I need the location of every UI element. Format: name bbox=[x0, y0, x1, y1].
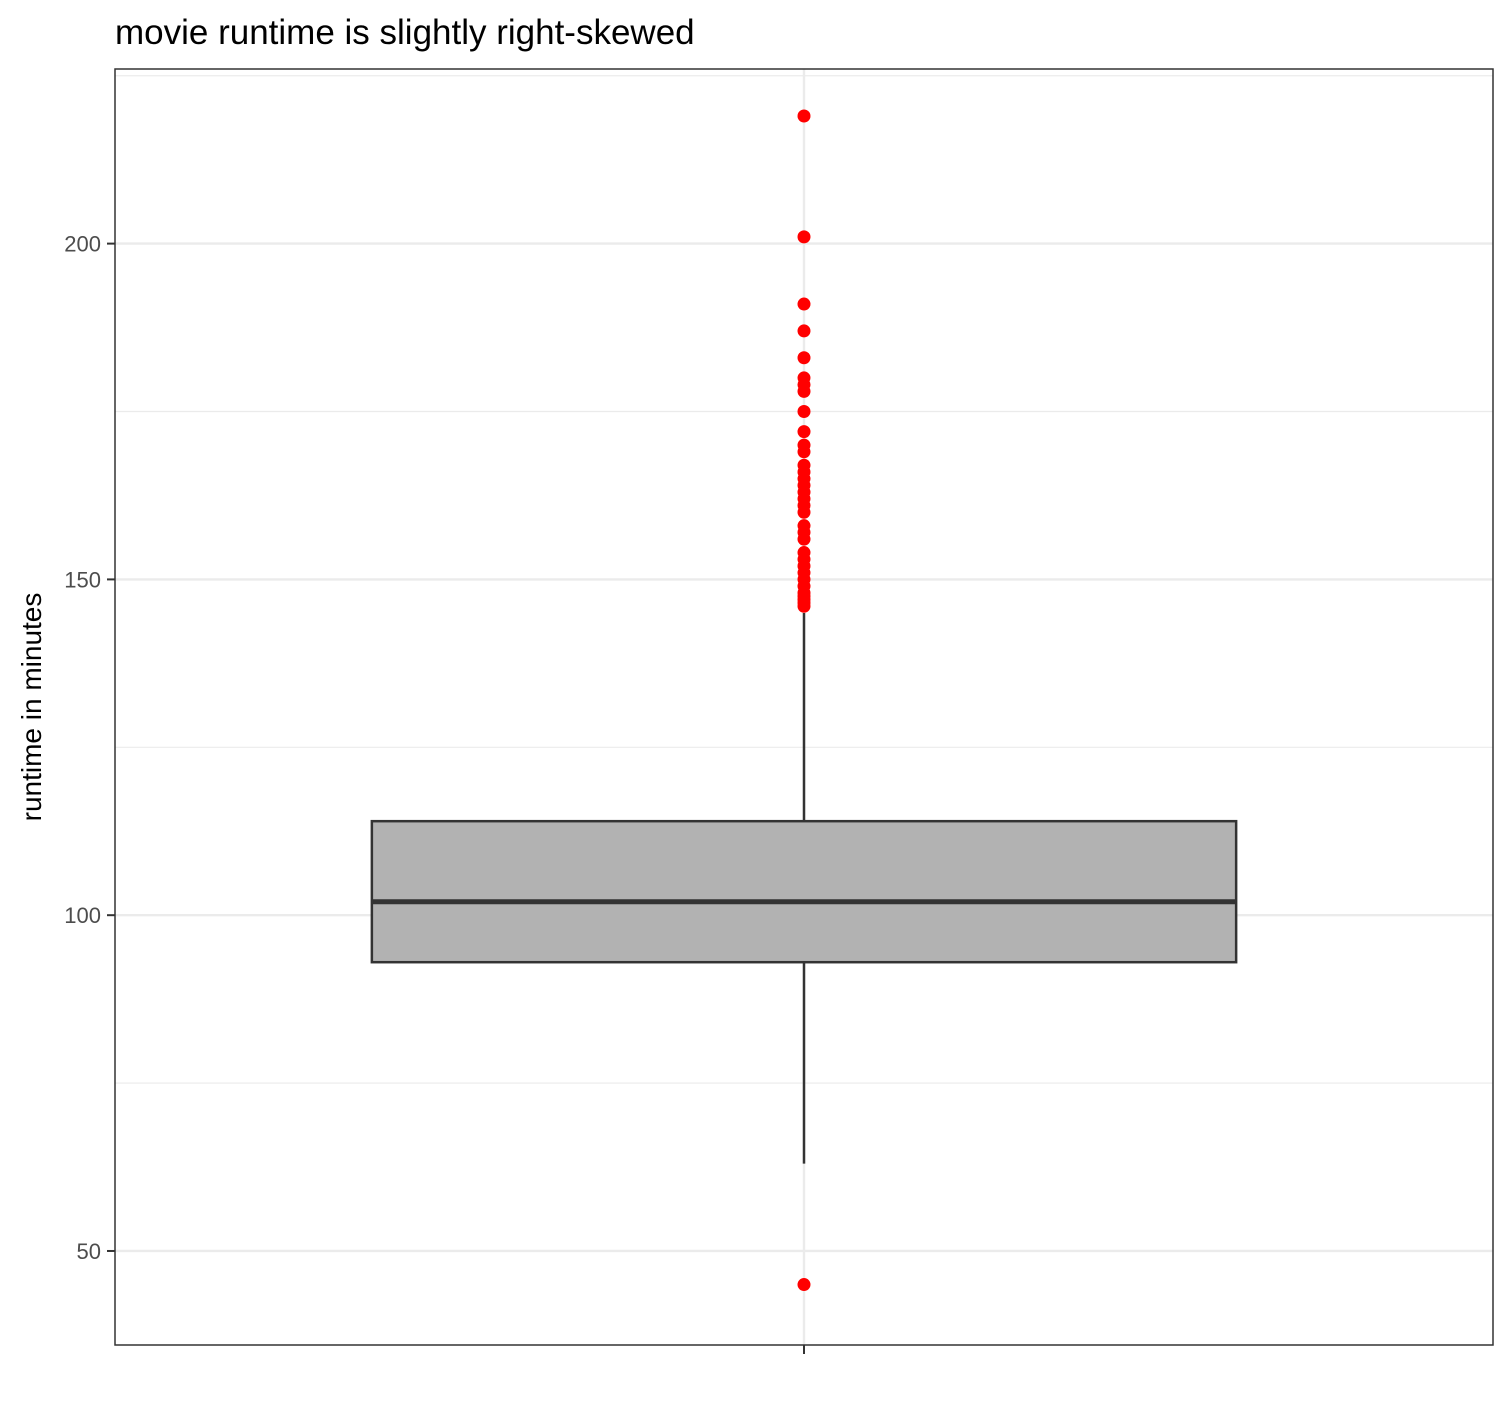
outlier-point bbox=[797, 438, 811, 452]
outlier-point bbox=[797, 230, 811, 244]
chart-title: movie runtime is slightly right-skewed bbox=[115, 13, 695, 52]
outlier-point bbox=[797, 324, 811, 338]
boxplot bbox=[370, 612, 1238, 1164]
outlier-point bbox=[797, 297, 811, 311]
y-tick-label: 200 bbox=[64, 232, 101, 257]
box-iqr bbox=[370, 819, 1238, 964]
y-axis: 50 100 150 200 bbox=[64, 232, 115, 1264]
outlier-point bbox=[797, 425, 811, 439]
outlier-point bbox=[797, 546, 811, 560]
y-axis-title: runtime in minutes bbox=[16, 593, 47, 822]
outliers bbox=[797, 109, 811, 1292]
y-tick-label: 150 bbox=[64, 567, 101, 592]
outlier-point bbox=[797, 458, 811, 472]
outlier-point bbox=[797, 371, 811, 385]
outlier-point bbox=[797, 519, 811, 533]
y-tick-label: 50 bbox=[77, 1239, 101, 1264]
y-tick-label: 100 bbox=[64, 903, 101, 928]
outlier-point bbox=[797, 1278, 811, 1292]
outlier-point bbox=[797, 405, 811, 419]
outlier-point bbox=[797, 351, 811, 365]
outlier-point bbox=[797, 109, 811, 123]
